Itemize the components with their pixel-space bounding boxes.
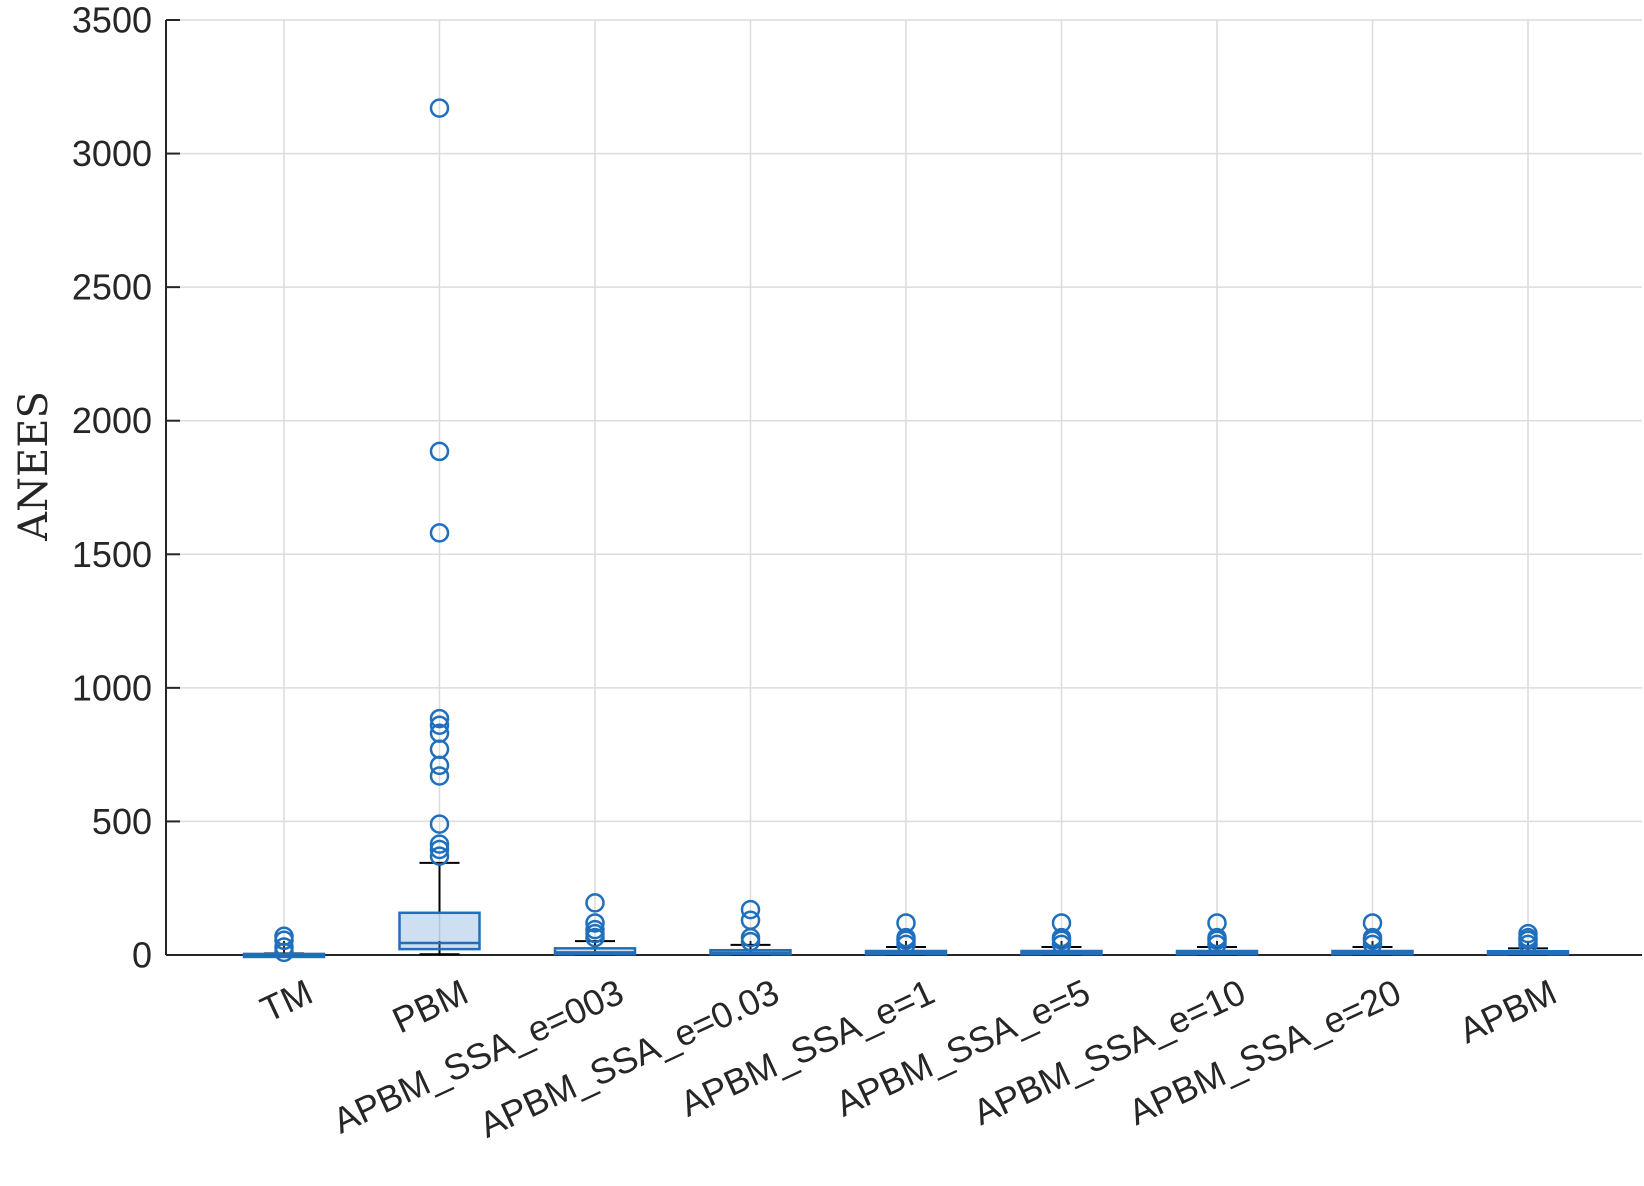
box-group	[1331, 913, 1414, 956]
outlier-point	[1051, 913, 1072, 933]
outlier-point	[1207, 913, 1227, 933]
x-tick-label: TM	[254, 971, 318, 1030]
y-tick-label: 3000	[72, 133, 152, 174]
y-axis-label: ANEES	[11, 391, 57, 542]
outlier-point	[740, 910, 761, 931]
x-tick-label: APBM_SSA_e=5	[829, 971, 1096, 1124]
axes	[165, 19, 1642, 956]
y-tick-label: 3500	[72, 0, 152, 41]
box-group	[398, 98, 481, 956]
x-tick-label: APBM_SSA_e=10	[967, 971, 1252, 1133]
box-group	[553, 893, 637, 956]
outlier-point	[429, 708, 450, 729]
outlier-point	[1518, 923, 1538, 944]
y-tick-label: 500	[92, 801, 152, 842]
outlier-point	[429, 766, 450, 786]
outlier-point	[429, 98, 450, 118]
y-tick-label: 0	[132, 935, 152, 976]
outlier-point	[429, 846, 450, 866]
boxes	[242, 98, 1570, 963]
outlier-point	[429, 723, 450, 744]
outlier-point	[585, 893, 605, 913]
box-group	[1486, 923, 1570, 956]
outlier-point	[896, 913, 916, 933]
outlier-point	[1362, 913, 1383, 933]
outlier-point	[274, 926, 294, 947]
y-tick-label: 2000	[72, 400, 152, 441]
outlier-point	[585, 913, 605, 933]
outlier-point	[429, 715, 450, 736]
outlier-point	[896, 927, 916, 948]
tick-labels: 0 500 1000 1500 2000 2500 3000 3500 TM PBM APBM_SS…	[72, 0, 1563, 1146]
grid	[166, 19, 1642, 956]
outlier-point	[429, 839, 450, 860]
outlier-point	[274, 937, 294, 957]
outlier-point	[740, 899, 761, 920]
y-tick-label: 1500	[72, 534, 152, 575]
outlier-point	[1362, 927, 1383, 948]
outlier-point	[585, 919, 605, 940]
y-tick-label: 1000	[72, 667, 152, 708]
box-group	[1020, 913, 1103, 956]
box-group	[1175, 913, 1259, 956]
x-tick-label: PBM	[386, 971, 474, 1041]
x-tick-label: APBM_SSA_e=1	[674, 971, 941, 1124]
box-group	[864, 913, 948, 956]
outlier-point	[429, 523, 450, 543]
x-tick-label: APBM	[1453, 971, 1563, 1051]
box-group	[242, 926, 326, 963]
box-group	[709, 899, 792, 956]
outlier-point	[429, 814, 450, 834]
outlier-point	[1207, 927, 1227, 948]
y-tick-label: 2500	[72, 267, 152, 308]
x-tick-label: APBM_SSA_e=20	[1122, 971, 1407, 1133]
outlier-point	[1051, 927, 1072, 948]
outlier-point	[429, 834, 450, 854]
outlier-point	[429, 441, 450, 462]
